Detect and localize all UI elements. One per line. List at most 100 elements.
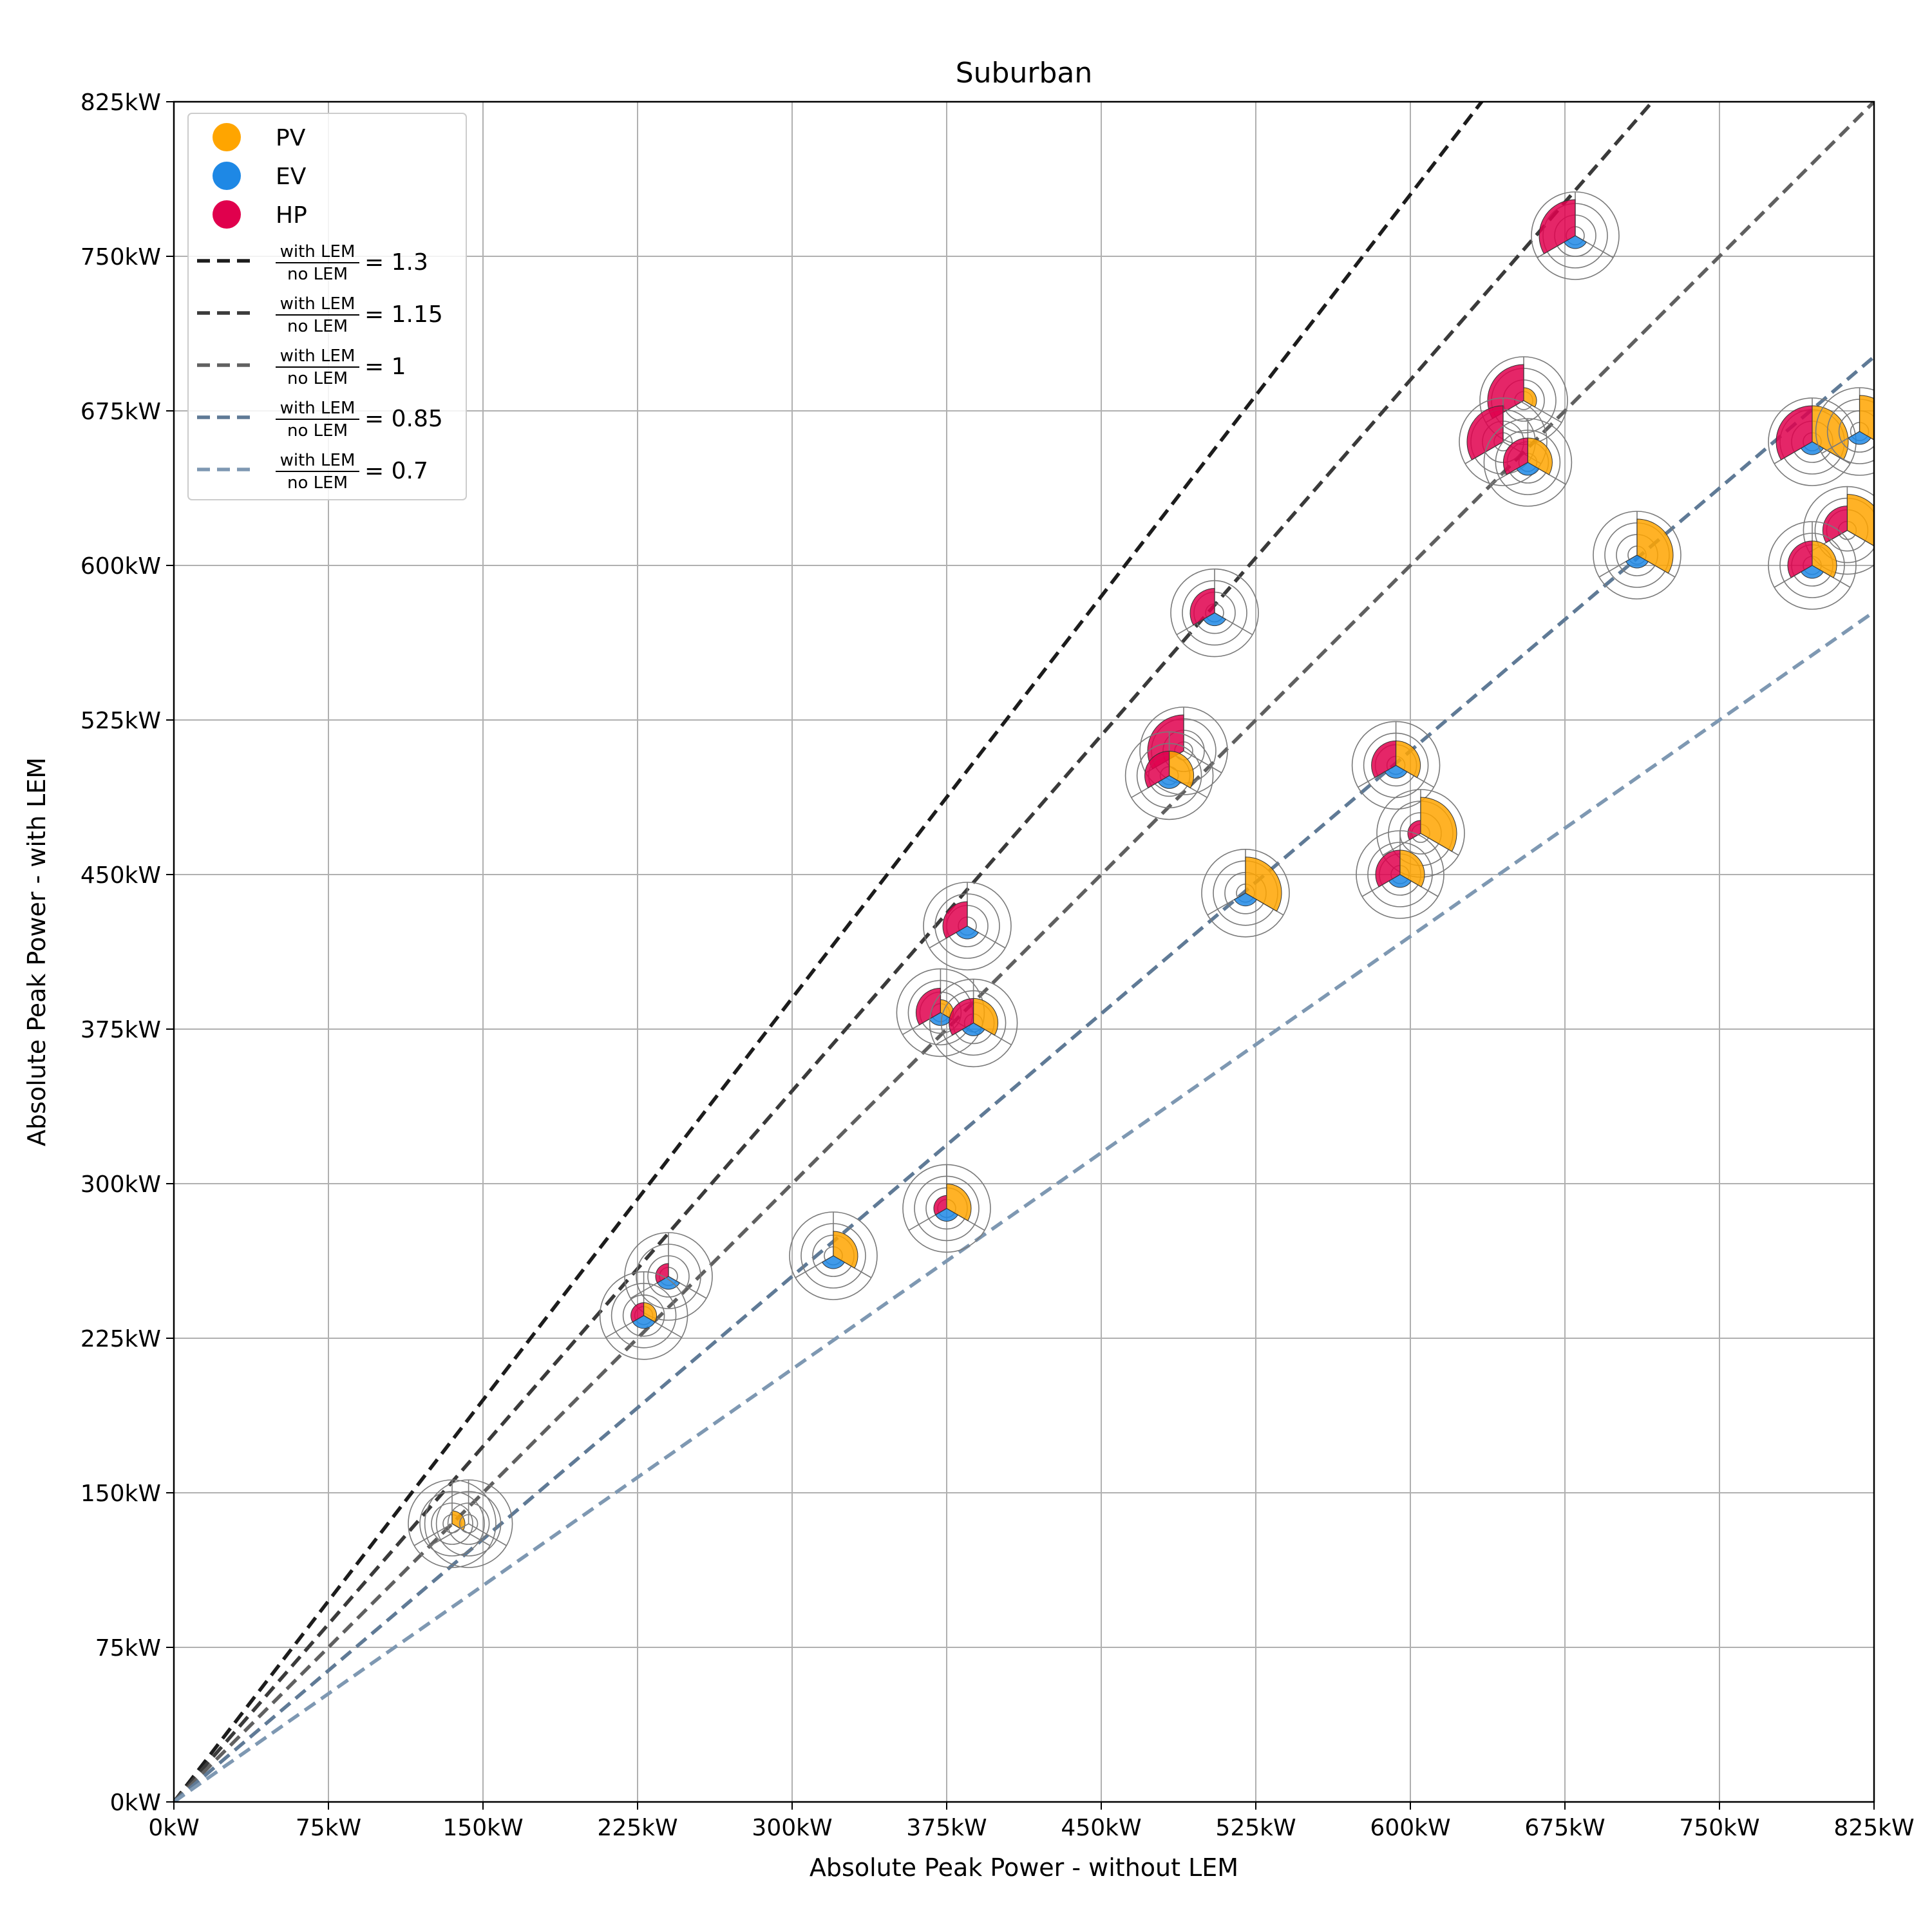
scatter-point bbox=[923, 882, 1012, 971]
pv-wedge bbox=[973, 998, 999, 1036]
hp-wedge bbox=[1371, 740, 1397, 779]
x-tick-label: 825kW bbox=[1833, 1815, 1914, 1841]
legend-ratio-numerator: with LEM bbox=[280, 346, 355, 366]
ev-wedge bbox=[1202, 612, 1227, 627]
hp-wedge bbox=[1822, 506, 1848, 544]
scatter-point bbox=[1768, 397, 1857, 486]
ratio-line bbox=[174, 610, 1874, 1802]
hp-wedge bbox=[933, 1195, 947, 1216]
hp-wedge bbox=[655, 1263, 669, 1283]
x-tick-label: 225kW bbox=[597, 1815, 677, 1841]
scatter-point bbox=[902, 1164, 991, 1253]
pv-wedge bbox=[1169, 750, 1195, 789]
plot-frame bbox=[173, 100, 1875, 1803]
y-tick-label: 600kW bbox=[80, 553, 161, 580]
pv-wedge bbox=[1396, 740, 1421, 779]
legend-ratio-denominator: no LEM bbox=[287, 421, 348, 440]
y-axis-label: Absolute Peak Power - with LEM bbox=[23, 757, 51, 1146]
hp-wedge bbox=[942, 901, 968, 939]
ev-wedge bbox=[934, 1208, 959, 1222]
x-tick-label: 0kW bbox=[148, 1815, 199, 1841]
pv-wedge bbox=[451, 1510, 466, 1531]
ev-wedge bbox=[955, 925, 980, 940]
y-tick-label: 225kW bbox=[80, 1326, 161, 1352]
legend-ratio-denominator: no LEM bbox=[287, 317, 348, 336]
legend-ratio-value: = 1 bbox=[365, 354, 406, 380]
scatter-point bbox=[1483, 418, 1573, 507]
hp-wedge bbox=[1787, 540, 1813, 578]
pv-wedge bbox=[1812, 540, 1837, 578]
ev-wedge bbox=[632, 1315, 656, 1329]
scatter-point bbox=[929, 978, 1018, 1068]
legend-ratio-numerator: with LEM bbox=[280, 242, 355, 261]
legend-ratio-value: = 1.15 bbox=[365, 301, 443, 328]
y-tick-label: 825kW bbox=[80, 90, 161, 116]
pv-wedge bbox=[1636, 518, 1674, 574]
pv-wedge bbox=[1399, 849, 1425, 887]
pv-wedge bbox=[1527, 437, 1553, 475]
pv-wedge bbox=[1420, 797, 1457, 852]
legend-box bbox=[187, 113, 467, 500]
ev-wedge bbox=[1233, 893, 1258, 907]
x-axis-label: Absolute Peak Power - without LEM bbox=[810, 1853, 1238, 1882]
y-tick-label: 525kW bbox=[80, 708, 161, 734]
ev-wedge bbox=[1388, 874, 1412, 888]
legend-marker-hp bbox=[213, 200, 241, 229]
scatter-point bbox=[1531, 191, 1620, 280]
x-tick-label: 375kW bbox=[906, 1815, 987, 1841]
ev-wedge bbox=[1800, 441, 1824, 455]
legend-ratio-numerator: with LEM bbox=[280, 294, 355, 314]
legend-label-ev: EV bbox=[276, 164, 307, 190]
x-tick-label: 75kW bbox=[296, 1815, 361, 1841]
hp-wedge bbox=[1502, 437, 1528, 475]
scatter-point bbox=[1479, 356, 1568, 445]
legend-marker-ev bbox=[213, 162, 241, 190]
legend: PV EV HP with LEM no LEM = 1.3 with LEM no LEM =… bbox=[187, 113, 467, 500]
pv-wedge bbox=[1245, 857, 1282, 912]
x-tick-label: 750kW bbox=[1679, 1815, 1759, 1841]
legend-ratio-numerator: with LEM bbox=[280, 451, 355, 470]
ev-wedge bbox=[1625, 554, 1649, 569]
hp-wedge bbox=[1407, 820, 1421, 840]
scatter-point bbox=[1376, 789, 1465, 878]
chart-title: Suburban bbox=[956, 57, 1093, 90]
hp-wedge bbox=[1466, 405, 1504, 460]
y-tick-label: 750kW bbox=[80, 244, 161, 270]
legend-ratio-numerator: with LEM bbox=[280, 399, 355, 418]
hp-wedge bbox=[630, 1302, 645, 1323]
legend-ratio-value: = 0.7 bbox=[365, 458, 428, 484]
glyph-spoke bbox=[468, 1523, 507, 1546]
y-tick-label: 300kW bbox=[80, 1171, 161, 1198]
scatter-point bbox=[1351, 721, 1441, 810]
legend-ratio-value: = 0.85 bbox=[365, 406, 443, 432]
ev-wedge bbox=[1800, 565, 1824, 579]
x-tick-label: 300kW bbox=[752, 1815, 832, 1841]
legend-ratio-denominator: no LEM bbox=[287, 473, 348, 493]
ev-wedge bbox=[821, 1255, 846, 1269]
hp-wedge bbox=[915, 987, 941, 1026]
x-tick-label: 150kW bbox=[442, 1815, 523, 1841]
scatter-point bbox=[1815, 387, 1874, 476]
ev-wedge bbox=[1384, 764, 1408, 779]
ratio-line bbox=[174, 355, 1874, 1802]
glyph-spoke bbox=[413, 1523, 453, 1546]
x-tick-label: 450kW bbox=[1061, 1815, 1141, 1841]
scatter-point bbox=[1201, 849, 1290, 938]
scatter-point bbox=[1170, 568, 1259, 658]
legend-marker-pv bbox=[213, 123, 241, 151]
scatter-point bbox=[1803, 486, 1874, 575]
ev-wedge bbox=[656, 1276, 681, 1290]
y-tick-label: 375kW bbox=[80, 1017, 161, 1043]
y-tick-label: 0kW bbox=[110, 1790, 161, 1816]
glyph-layer bbox=[408, 191, 1874, 1568]
hp-wedge bbox=[1144, 750, 1170, 789]
legend-label-hp: HP bbox=[276, 202, 307, 229]
hp-wedge bbox=[1539, 199, 1576, 254]
ev-wedge bbox=[1563, 235, 1587, 249]
scatter-point bbox=[789, 1211, 878, 1300]
hp-wedge bbox=[1776, 405, 1813, 460]
ev-wedge bbox=[1516, 462, 1540, 476]
legend-ratio-denominator: no LEM bbox=[287, 369, 348, 388]
y-tick-label: 150kW bbox=[80, 1481, 161, 1507]
